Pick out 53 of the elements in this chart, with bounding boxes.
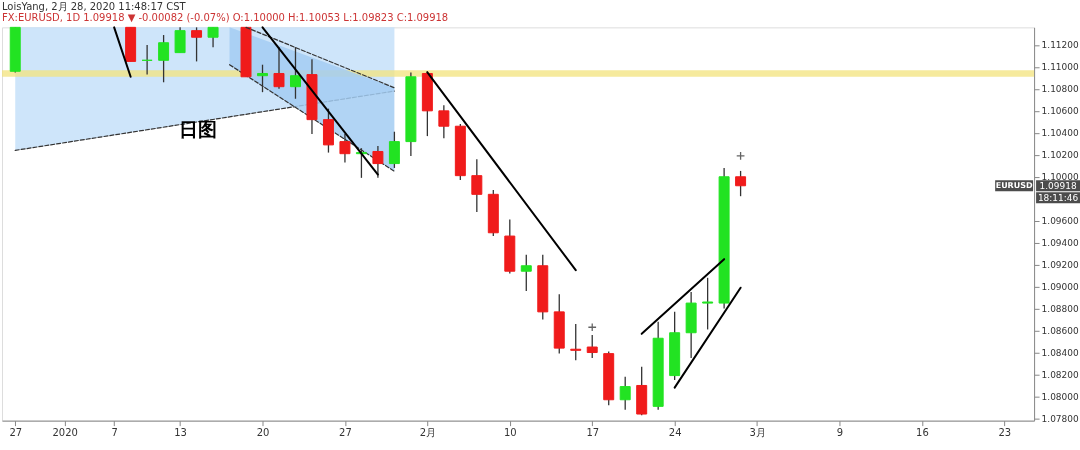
- chart-title: LoisYang, 2月 28, 2020 11:48:17 CST: [2, 1, 187, 13]
- y-tick-label: 1.09200: [1041, 260, 1079, 271]
- candlestick: [438, 104, 450, 139]
- y-tick-label: 1.08400: [1041, 348, 1079, 359]
- x-tick-label: 7: [111, 427, 118, 439]
- x-tick-label: 13: [174, 427, 187, 439]
- candlestick: [388, 131, 400, 169]
- x-tick-label: 9: [836, 427, 844, 439]
- candlestick: [273, 46, 285, 90]
- x-tick-label: 2月: [419, 427, 437, 439]
- candlestick: [570, 323, 582, 361]
- annotation: 日图: [178, 118, 217, 141]
- y-tick-label: 1.10600: [1041, 106, 1079, 117]
- x-tick-label: 3月: [749, 427, 766, 439]
- y-tick-label: 1.09600: [1041, 216, 1079, 227]
- y-tick-label: 1.08000: [1041, 391, 1079, 402]
- y-tick-label: 1.11200: [1041, 40, 1079, 51]
- text: 18:11:46: [1037, 192, 1079, 203]
- candlestick: [174, 26, 186, 54]
- chart-subtitle: FX:EURUSD, 1D 1.09918 ▼ -0.00082 (-0.07%) O:1.10000 H:1.10053 L:1.09823 C:1.09918: [2, 12, 449, 24]
- x-tick-label: 16: [916, 427, 929, 439]
- candlestick: [735, 170, 747, 197]
- text: 1.09918: [1039, 180, 1077, 191]
- candlestick: [141, 44, 153, 76]
- y-tick-label: 1.08600: [1041, 326, 1079, 337]
- candlestick: [207, 26, 219, 48]
- candlestick: [702, 277, 714, 331]
- candlestick: [619, 376, 631, 411]
- x-tick-label: 17: [586, 427, 600, 439]
- y-tick-label: 1.09400: [1041, 238, 1079, 249]
- candlestick: [191, 26, 203, 63]
- y-tick-label: 1.07800: [1041, 413, 1079, 424]
- y-tick-label: 1.10000: [1041, 172, 1079, 183]
- x-tick-label: 23: [998, 427, 1012, 439]
- x-tick-label: 10: [503, 427, 517, 439]
- y-tick-label: 1.11000: [1041, 62, 1079, 73]
- x-tick-label: 27: [9, 427, 23, 439]
- candlestick: [339, 133, 351, 164]
- x-tick-label: 24: [668, 427, 682, 439]
- x-tick-label: 27: [339, 427, 352, 439]
- y-tick-label: 1.10200: [1041, 150, 1079, 161]
- candlestick: [520, 254, 532, 292]
- y-tick-label: 1.08800: [1041, 304, 1079, 315]
- x-tick-label: 2020: [52, 427, 78, 439]
- y-tick-label: 1.10800: [1041, 84, 1079, 95]
- candlestick: [471, 158, 483, 213]
- y-tick-label: 1.08200: [1041, 369, 1079, 380]
- y-tick-label: 1.10400: [1041, 128, 1079, 139]
- candlestick: [158, 34, 170, 83]
- y-tick-label: 1.09000: [1041, 282, 1079, 293]
- candlestick: [586, 334, 598, 359]
- x-tick-label: 20: [256, 427, 270, 439]
- annotation: EURUSD: [995, 180, 1033, 190]
